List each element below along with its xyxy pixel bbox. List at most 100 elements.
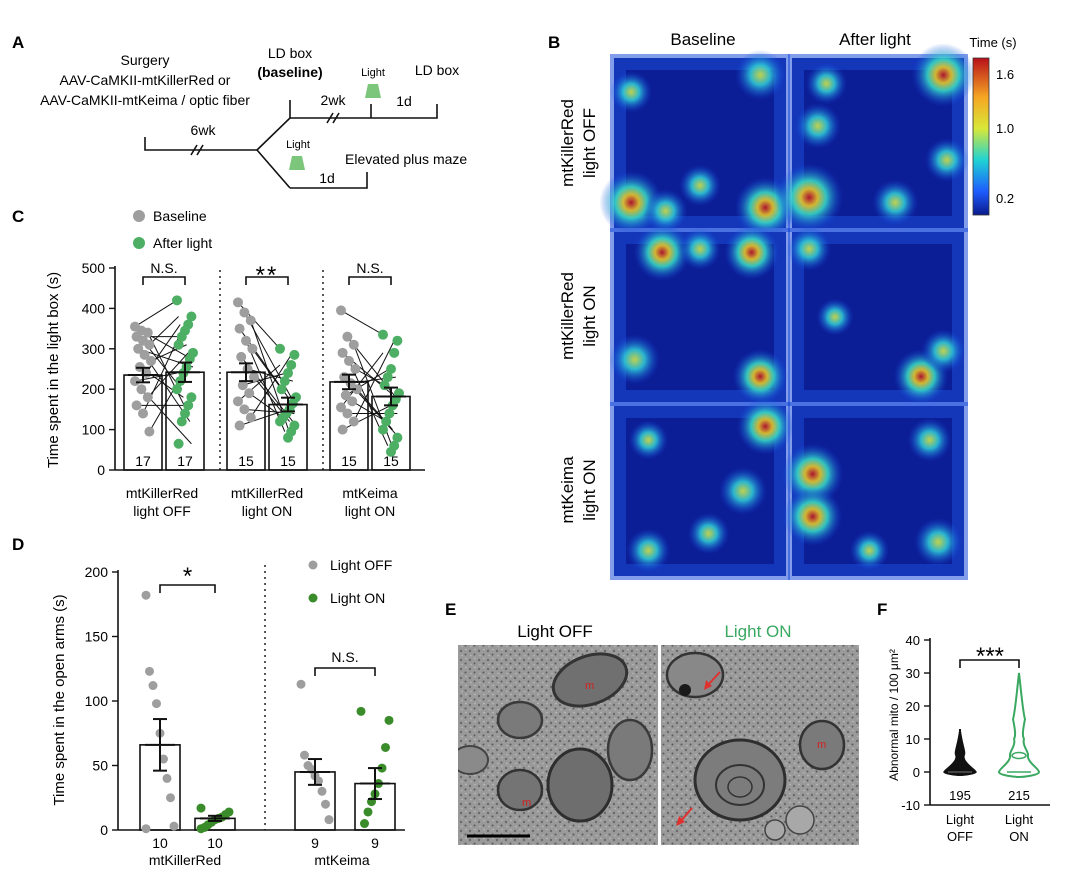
chart-c-point-baseline-3-6 — [350, 364, 361, 374]
chart-f-violin-1 — [943, 729, 977, 777]
chart-c-point-baseline-1-7 — [133, 343, 144, 354]
heatmap-hotspot-2-1 — [775, 163, 844, 232]
panel-c: C Baseline After light Time spent in the… — [12, 207, 425, 519]
em-arrow-1-head — [704, 680, 712, 690]
chart-f-sig-bracket — [959, 659, 1020, 668]
chart-c-pair-line-3-15 — [342, 404, 392, 431]
heatmap-hotspot-2-6 — [805, 62, 848, 105]
chart-d-ylabel: Time spent in the open arms (s) — [51, 594, 68, 805]
timeline-lower-line — [290, 172, 368, 189]
chart-c-point-after-2-1 — [275, 343, 285, 354]
chart-c-ytick-label-400: 400 — [82, 300, 106, 316]
chart-c-point-baseline-3-1 — [336, 305, 346, 316]
chart-d-point-off-2-6 — [314, 776, 323, 786]
chart-d: 0 50 100 150 200 10 10 * 9 9 N.S. — [85, 563, 405, 851]
em-arrow-2-head — [676, 816, 685, 826]
heatmap-hotspot-1-6 — [643, 189, 688, 233]
em-mito-label-1: m — [585, 680, 594, 692]
chart-f-sig-label: *** — [976, 643, 1004, 670]
chart-f-xlabel-2a: Light — [1005, 812, 1034, 827]
chart-c-point-after-3-2 — [392, 335, 403, 346]
chart-f-ytick-label-10: 10 — [906, 732, 920, 747]
chart-c-pair-line-2-15 — [239, 408, 289, 427]
surgery-label: Surgery — [120, 52, 169, 68]
chart-c-point-baseline-2-6 — [247, 343, 258, 354]
colorbar — [972, 57, 990, 216]
chart-c-point-baseline-2-1 — [233, 297, 243, 308]
chart-c-point-baseline-3-14 — [348, 416, 359, 427]
chart-c-point-baseline-2-2 — [239, 307, 250, 318]
chart-c-point-after-3-4 — [386, 364, 396, 374]
panel-label-e: E — [445, 600, 456, 619]
legend-baseline-label: Baseline — [153, 208, 207, 224]
heatmap-grid — [599, 43, 976, 580]
day-label-lower: 1d — [319, 170, 335, 186]
chart-c-point-baseline-2-13 — [239, 404, 250, 415]
panel-b: B Baseline After light mtKillerRed light… — [548, 30, 1017, 580]
chart-d-sig-label-2: N.S. — [331, 649, 358, 665]
chart-d-xlabel-2: mtKeima — [314, 852, 369, 868]
panel-label-b: B — [548, 33, 560, 52]
chart-c-point-after-2-6 — [276, 384, 287, 395]
heatmap-hotspot-3-3 — [609, 334, 660, 385]
chart-c-point-after-1-13 — [186, 392, 197, 403]
heatmap-hotspot-1-3 — [735, 49, 786, 101]
chart-f-xlabel-2b: ON — [1009, 829, 1029, 844]
chart-c-point-baseline-3-9 — [352, 384, 362, 395]
legend-after-light-marker — [133, 237, 145, 249]
chart-c-point-baseline-1-17 — [144, 426, 155, 437]
chart-c-point-baseline-3-15 — [337, 424, 348, 435]
legend-baseline-marker — [133, 210, 145, 222]
timeline-break-1b — [196, 144, 204, 156]
ld-baseline-sublabel: (baseline) — [257, 64, 322, 80]
chart-d-n-2-2: 9 — [371, 835, 379, 851]
column-after-light-label: After light — [839, 30, 911, 49]
epm-label: Elevated plus maze — [345, 151, 467, 167]
chart-f-ytick-label-30: 30 — [906, 666, 920, 681]
heatmap-perimeter-4 — [788, 228, 968, 406]
chart-c-point-after-2-4 — [283, 368, 293, 379]
panel-f: F Abnormal mito / 100 μm² -10 0 10 20 30 40 19… — [877, 600, 1050, 844]
chart-c-point-after-2-12 — [275, 416, 285, 427]
chart-d-ytick-label-200: 200 — [85, 564, 109, 580]
em-mito-label-3: m — [817, 739, 826, 751]
colorbar-tick-0-2: 0.2 — [996, 191, 1014, 206]
chart-c-pair-line-3-6 — [355, 368, 385, 386]
chart-d-point-on-2-2 — [384, 715, 394, 725]
chart-c-point-baseline-1-3 — [142, 327, 153, 338]
row3-label-line1: mtKeima — [558, 456, 577, 524]
chart-c-point-after-3-5 — [382, 372, 393, 383]
heatmap-perimeter-5 — [610, 402, 790, 580]
timeline-break-1a — [190, 144, 198, 156]
chart-c-point-after-3-10 — [384, 408, 395, 419]
timeline-break-2b — [332, 112, 340, 124]
chart-c-point-baseline-2-10 — [237, 380, 248, 391]
colorbar-tick-1-6: 1.6 — [996, 67, 1014, 82]
chart-f-n-2: 215 — [1008, 788, 1030, 803]
chart-f-ytick-label--10: -10 — [901, 798, 920, 813]
chart-d-point-off-1-6 — [159, 754, 168, 764]
chart-c-point-after-1-6 — [173, 339, 184, 350]
chart-c-sig-bracket-3 — [348, 276, 392, 285]
chart-c-xlabel-2a: mtKillerRed — [231, 485, 303, 501]
chart-c-n-3-2: 15 — [383, 453, 399, 469]
chart-d-n-1-1: 10 — [152, 835, 168, 851]
chart-c-point-baseline-1-9 — [146, 355, 156, 366]
ld-box-label: LD box — [415, 62, 459, 78]
chart-c-pair-line-1-6 — [149, 316, 179, 346]
chart-c-pair-line-3-11 — [351, 400, 387, 422]
heatmap-hotspot-3-1 — [633, 223, 691, 281]
chart-c-pair-line-2-6 — [251, 348, 283, 390]
panel-label-c: C — [12, 207, 24, 226]
chart-c-pair-line-1-3 — [147, 332, 189, 414]
chart-d-point-on-2-9 — [360, 819, 369, 829]
chart-f-xlabel-1b: OFF — [947, 829, 973, 844]
chart-c-point-baseline-1-14 — [142, 392, 153, 403]
chart-c-point-baseline-2-11 — [244, 388, 255, 399]
heatmap-hotspot-6-4 — [914, 517, 963, 567]
heatmap-hotspot-6-1 — [781, 443, 844, 505]
chart-d-point-off-2-9 — [324, 815, 334, 825]
chart-c-sig-label-2: ** — [256, 262, 279, 289]
chart-c-sig-bracket-1 — [142, 276, 186, 285]
